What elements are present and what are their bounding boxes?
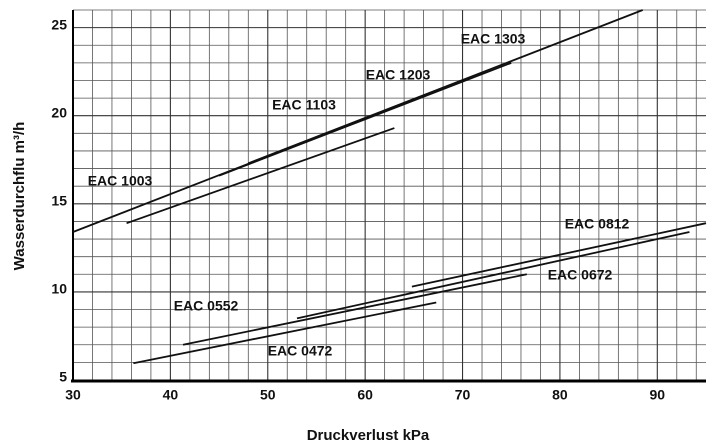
x-tick-label: 30 [65, 387, 81, 403]
y-tick-label: 15 [51, 193, 67, 209]
x-tick-label: 50 [260, 387, 276, 403]
series-line [247, 9, 644, 165]
series-label: EAC 1303 [461, 31, 526, 47]
series-label: EAC 1003 [88, 173, 153, 189]
series-label: EAC 1203 [366, 67, 431, 83]
x-tick-label: 60 [357, 387, 373, 403]
series-label: EAC 1103 [272, 97, 336, 113]
series-label: EAC 0672 [548, 267, 613, 283]
y-axis-title: Wasserdurchflu m³/h [11, 122, 28, 271]
y-tick-label: 10 [51, 281, 67, 297]
series-line [218, 62, 512, 177]
x-tick-label: 70 [455, 387, 471, 403]
series-line [182, 273, 527, 346]
x-tick-label: 90 [650, 387, 666, 403]
x-axis-title: Druckverlust kPa [307, 427, 430, 444]
series-line [411, 222, 707, 288]
y-tick-label: 25 [51, 16, 67, 32]
series-line [133, 301, 437, 365]
series-line [126, 127, 395, 225]
x-tick-label: 40 [163, 387, 179, 403]
series-label: EAC 0552 [174, 298, 239, 314]
series-label: EAC 0472 [268, 343, 333, 359]
series-line [296, 231, 690, 320]
y-tick-label: 20 [51, 104, 67, 120]
x-tick-label: 80 [552, 387, 568, 403]
series-label: EAC 0812 [565, 216, 630, 232]
y-tick-label: 5 [59, 369, 67, 385]
